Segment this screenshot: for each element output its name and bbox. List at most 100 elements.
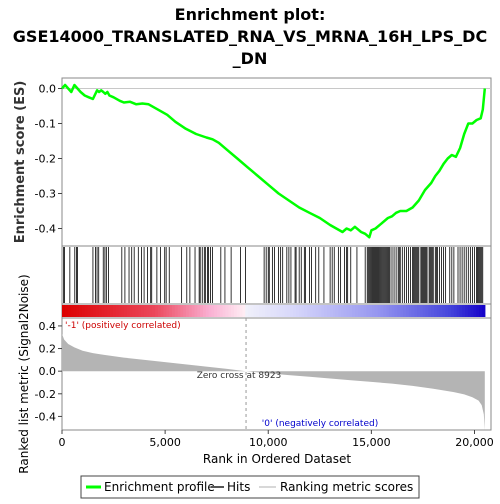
heatbar-segment [118,305,122,317]
heatbar-segment [253,305,258,317]
heatbar-segment [476,305,480,317]
heatbar-segment [166,305,170,317]
heatbar-segment [470,305,475,317]
heatbar-segment [397,305,401,317]
heatbar-segment [262,305,266,317]
heatbar-segment [76,305,80,317]
es-y-tick-label: -0.3 [35,188,56,201]
heatbar-segment [143,305,148,317]
heatbar-segment [436,305,441,317]
heatbar-segment [411,305,415,317]
heatbar-segment [239,305,243,317]
es-y-tick-label: -0.2 [35,153,56,166]
heatbar-segment [256,305,260,317]
heatbar-segment [101,305,105,317]
chart-title-line-3: _DN [233,49,268,68]
heatbar-segment [107,305,111,317]
x-tick-label: 20,000 [455,436,494,449]
heatbar-segment [301,305,306,317]
heatbar-segment [462,305,466,317]
heatbar-segment [343,305,348,317]
heatbar-segment [329,305,334,317]
heatbar-segment [200,305,204,317]
heatbar-segment [290,305,294,317]
metric-y-tick-label: -0.4 [35,410,56,423]
heatbar-segment [183,305,187,317]
heatbar-segment [138,305,142,317]
heatbar-segment [318,305,322,317]
heatbar-segment [93,305,97,317]
metric-y-tick-label: 0.4 [39,320,57,333]
heatbar-segment [326,305,331,317]
heatbar-segment [109,305,114,317]
enrichment-profile-line [61,83,487,239]
heatbar-segment [81,305,86,317]
heatbar-segment [250,305,255,317]
heatbar-segment [64,305,69,317]
heatbar-segment [338,305,342,317]
x-tick-label: 5,000 [149,436,181,449]
heatbar-segment [380,305,384,317]
heatbar-segment [405,305,410,317]
x-tick-label: 15,000 [352,436,391,449]
heatbar-segment [403,305,407,317]
heatbar-segment [321,305,325,317]
heatbar-segment [104,305,108,317]
heatbar-segment [124,305,128,317]
heatbar-segment [177,305,181,317]
heatbar-segment [425,305,430,317]
es-y-axis-label: Enrichment score (ES) [13,81,28,244]
heatbar-segment [149,305,153,317]
heatbar-segment [73,305,77,317]
heatbar-segment [450,305,455,317]
heatbar-segment [394,305,399,317]
heatbar-segment [293,305,297,317]
heatbar-segment [355,305,359,317]
heatbar-segment [146,305,150,317]
heatbar-segment [442,305,446,317]
metric-y-axis-label: Ranked list metric (Signal2Noise) [17,274,31,473]
heatbar-segment [155,305,159,317]
heatbar-segment [391,305,396,317]
heatbar-segment [217,305,221,317]
heatbar-segment [298,305,303,317]
heatbar-segment [78,305,83,317]
metric-y-tick-label: -0.2 [35,388,56,401]
heatbar-segment [360,305,365,317]
heatbar-segment [186,305,190,317]
heatbar-segment [374,305,379,317]
heatbar-segment [171,305,176,317]
heatbar-segment [270,305,275,317]
heatbar-segment [366,305,370,317]
zero-cross-label: Zero cross at 8923 [197,371,282,381]
heatbar-segment [408,305,413,317]
metric-y-tick-label: 0.2 [39,343,57,356]
heatbar-segment [208,305,212,317]
heatbar-segment [287,305,291,317]
heatbar-segment [219,305,224,317]
heatbar-segment [248,305,252,317]
heatbar-segment [222,305,227,317]
heatbar-segment [205,305,210,317]
heatbar-segment [169,305,173,317]
heatbar-segment [90,305,94,317]
positive-correlation-label: '-1' (positively correlated) [65,321,181,331]
heatbar-segment [352,305,356,317]
heatbar-segment [264,305,269,317]
heatbar-segment [191,305,196,317]
chart-title-line-1: Enrichment plot: [175,5,326,24]
heatbar-segment [194,305,198,317]
heatbar-segment [445,305,449,317]
heatbar-segment [422,305,427,317]
heatbar-segment [174,305,179,317]
heatbar-segment [284,305,289,317]
heatbar-segment [419,305,424,317]
heatbar-segment [479,305,483,317]
heatbar-segment [414,305,418,317]
heatbar-segment [369,305,373,317]
heatbar-segment [315,305,320,317]
heatbar-segment [70,305,74,317]
heatbar-segment [197,305,201,317]
heatbar-segment [377,305,382,317]
